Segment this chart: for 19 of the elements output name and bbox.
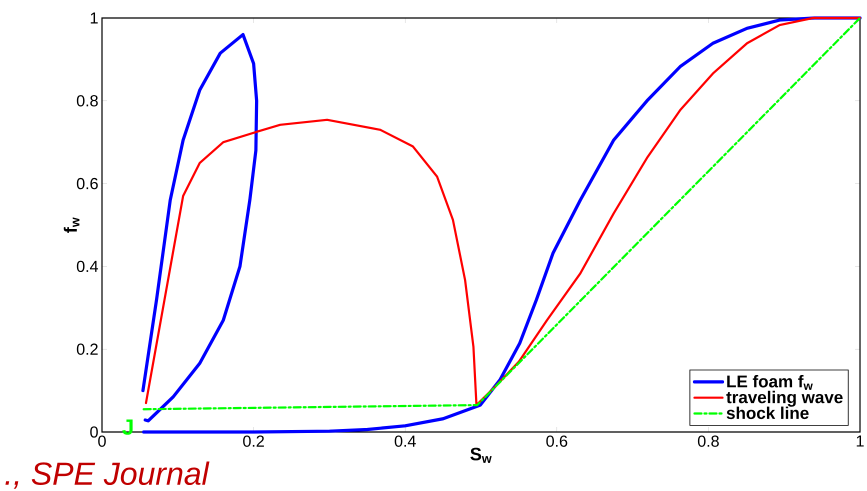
y-tick-label: 0.4: [76, 260, 98, 272]
y-tick-label: 0.2: [76, 344, 98, 355]
y-tick-label: 0: [90, 426, 98, 438]
x-tick-label: 0.6: [546, 436, 568, 447]
legend-label: LE foam f$_{w}$: [727, 374, 813, 390]
x-tick-label: 0: [98, 436, 106, 447]
text: ., SPE Journal: [5, 462, 210, 489]
x-tick-label: 0.4: [394, 436, 416, 447]
x-tick-label: 0.8: [698, 436, 719, 447]
annotation: J: [122, 419, 133, 435]
x-tick-label: 1: [856, 436, 864, 447]
x-tick-label: 0.2: [243, 436, 264, 447]
x-axis-title: S$_{w}$: [470, 448, 492, 463]
y-tick-label: 1: [90, 12, 98, 24]
legend-label: shock line: [726, 406, 809, 420]
legend-label: traveling wave: [726, 390, 843, 407]
y-axis-title: f$_{w}$: [64, 217, 80, 233]
y-tick-label: 0.8: [76, 95, 98, 106]
y-tick-label: 0.6: [76, 178, 98, 190]
